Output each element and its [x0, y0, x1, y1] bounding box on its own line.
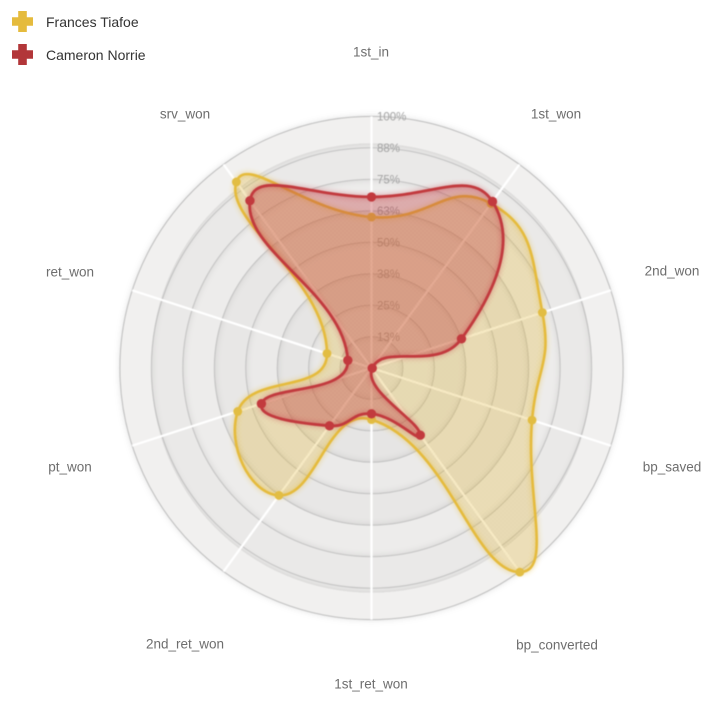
svg-text:100%: 100%: [377, 112, 406, 124]
svg-text:75%: 75%: [377, 175, 400, 187]
svg-text:88%: 88%: [377, 143, 400, 155]
